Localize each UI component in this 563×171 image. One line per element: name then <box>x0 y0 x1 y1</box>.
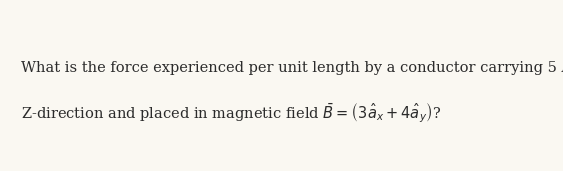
Text: What is the force experienced per unit length by a conductor carrying 5 A curren: What is the force experienced per unit l… <box>21 61 563 75</box>
Text: Z-direction and placed in magnetic field $\bar{B} = \left(3\hat{a}_x + 4\hat{a}_: Z-direction and placed in magnetic field… <box>21 101 442 125</box>
